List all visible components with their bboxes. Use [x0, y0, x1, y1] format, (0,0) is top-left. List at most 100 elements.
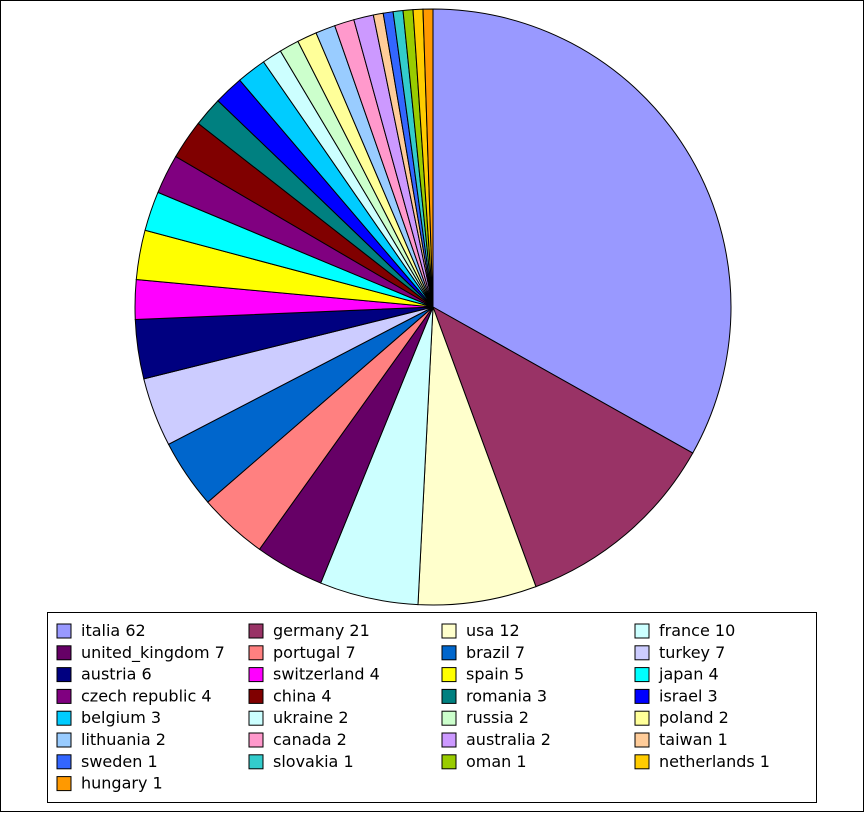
legend-label: belgium 3 — [81, 708, 161, 727]
legend-swatch — [248, 732, 264, 748]
legend-label: hungary 1 — [81, 773, 163, 792]
legend-label: italia 62 — [81, 621, 146, 640]
legend-label: lithuania 2 — [81, 730, 166, 749]
legend-name: netherlands — [659, 751, 755, 770]
legend-value: 4 — [201, 686, 211, 705]
legend-value: 4 — [370, 664, 380, 683]
legend-value: 3 — [151, 708, 161, 727]
legend-swatch — [441, 645, 457, 661]
legend-name: germany — [273, 621, 344, 640]
legend-label: oman 1 — [466, 751, 527, 770]
legend-name: united_kingdom — [81, 642, 210, 662]
legend-swatch — [634, 754, 650, 770]
legend-value: 2 — [337, 730, 347, 749]
legend-swatch — [56, 732, 72, 748]
legend-value: 6 — [141, 664, 151, 683]
legend-value: 1 — [760, 751, 770, 770]
legend-label: switzerland 4 — [273, 664, 380, 683]
legend-label: ukraine 2 — [273, 708, 349, 727]
legend-value: 7 — [215, 642, 225, 661]
legend-swatch — [441, 710, 457, 726]
legend-label: netherlands 1 — [659, 751, 770, 770]
legend-name: israel — [659, 686, 702, 705]
legend-swatch — [248, 754, 264, 770]
legend-swatch — [634, 688, 650, 704]
legend-value: 62 — [125, 621, 145, 640]
legend-swatch — [248, 667, 264, 683]
legend-label: japan 4 — [658, 664, 719, 683]
legend-swatch — [56, 776, 72, 792]
legend-label: canada 2 — [273, 730, 347, 749]
legend-value: 7 — [345, 642, 355, 661]
legend-swatch — [441, 623, 457, 639]
pie-slice — [417, 306, 537, 606]
legend-value: 10 — [715, 621, 735, 640]
legend-swatch — [634, 732, 650, 748]
legend-value: 12 — [499, 621, 519, 640]
legend-swatch — [56, 667, 72, 683]
legend-value: 2 — [541, 730, 551, 749]
legend-box — [47, 612, 817, 803]
legend-name: brazil — [466, 642, 510, 661]
legend-swatch — [248, 688, 264, 704]
legend-label: slovakia 1 — [273, 751, 354, 770]
legend-name: austria — [81, 664, 136, 683]
legend-swatch — [248, 710, 264, 726]
legend-swatch — [441, 688, 457, 704]
legend-name: switzerland — [273, 664, 365, 683]
legend-label: israel 3 — [659, 686, 718, 705]
legend-label: russia 2 — [466, 708, 529, 727]
legend-swatch — [56, 710, 72, 726]
legend-label: sweden 1 — [81, 751, 158, 770]
legend-name: slovakia — [273, 751, 338, 770]
legend-label: portugal 7 — [273, 642, 356, 661]
legend-name: canada — [273, 730, 332, 749]
legend-value: 3 — [537, 686, 547, 705]
pie-slice — [432, 8, 732, 454]
legend-name: hungary — [81, 773, 147, 792]
legend-value: 21 — [349, 621, 369, 640]
legend-value: 1 — [516, 751, 526, 770]
legend-name: russia — [466, 708, 514, 727]
legend-name: france — [659, 621, 710, 640]
legend-name: japan — [658, 664, 703, 683]
legend-name: oman — [466, 751, 511, 770]
legend-swatch — [441, 754, 457, 770]
legend-swatch — [56, 754, 72, 770]
legend-value: 7 — [515, 642, 525, 661]
legend-name: australia — [466, 730, 536, 749]
legend-name: usa — [466, 621, 494, 640]
legend-value: 1 — [153, 773, 163, 792]
legend-swatch — [56, 645, 72, 661]
legend-name: turkey — [659, 642, 710, 661]
pie-slice — [422, 8, 434, 308]
legend-label: taiwan 1 — [659, 730, 728, 749]
legend-label: romania 3 — [466, 686, 547, 705]
legend-value: 4 — [708, 664, 718, 683]
legend-name: china — [273, 686, 316, 705]
legend-name: sweden — [81, 751, 142, 770]
legend-swatch — [248, 623, 264, 639]
legend-value: 2 — [156, 730, 166, 749]
legend-swatch — [56, 688, 72, 704]
legend-name: belgium — [81, 708, 146, 727]
legend-value: 3 — [708, 686, 718, 705]
legend-label: turkey 7 — [659, 642, 725, 661]
legend-name: romania — [466, 686, 532, 705]
legend-value: 2 — [519, 708, 529, 727]
legend-swatch — [634, 645, 650, 661]
legend-value: 2 — [719, 708, 729, 727]
legend-swatch — [634, 667, 650, 683]
legend-label: united_kingdom 7 — [81, 642, 225, 662]
legend-name: italia — [81, 621, 120, 640]
legend-value: 4 — [321, 686, 331, 705]
legend-label: germany 21 — [273, 621, 370, 640]
legend-value: 2 — [338, 708, 348, 727]
legend-name: ukraine — [273, 708, 333, 727]
legend-value: 7 — [715, 642, 725, 661]
legend-name: portugal — [273, 642, 340, 661]
legend-swatch — [248, 645, 264, 661]
legend-label: spain 5 — [466, 664, 524, 683]
legend-label: austria 6 — [81, 664, 152, 683]
